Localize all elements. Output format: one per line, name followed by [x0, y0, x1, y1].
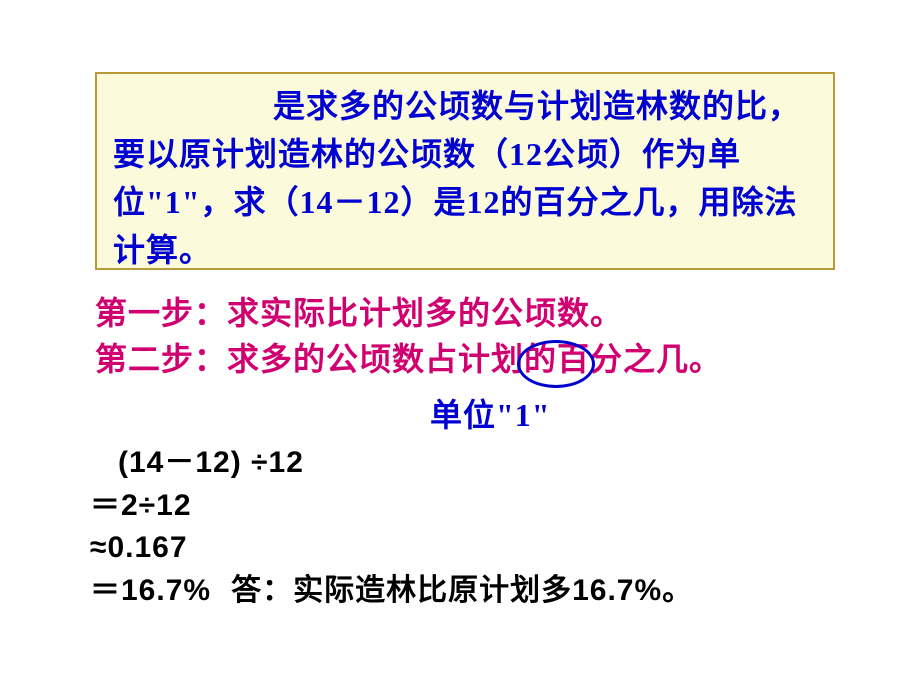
- unit-label: 单位"1": [430, 390, 551, 436]
- calc-result: ＝16.7%: [90, 574, 211, 607]
- calculation-block: (14－12) ÷12 ＝2÷12 ≈0.167 ＝16.7%答：实际造林比原计…: [90, 442, 693, 612]
- calc-answer: 答：实际造林比原计划多16.7%。: [211, 574, 693, 607]
- calc-line-4: ＝16.7%答：实际造林比原计划多16.7%。: [90, 570, 693, 613]
- calc-line-3: ≈0.167: [90, 527, 693, 570]
- calc-line-2: ＝2÷12: [90, 485, 693, 528]
- step-1: 第一步：求实际比计划多的公顷数。: [95, 290, 722, 336]
- step-2: 第二步：求多的公顷数占计划的百分之几。: [95, 336, 722, 382]
- explanation-content: 是求多的公顷数与计划造林数的比，要以原计划造林的公顷数（12公顷）作为单位"1"…: [113, 88, 801, 268]
- explanation-box: 是求多的公顷数与计划造林数的比，要以原计划造林的公顷数（12公顷）作为单位"1"…: [95, 72, 835, 270]
- calc-line-1: (14－12) ÷12: [90, 442, 693, 485]
- steps-block: 第一步：求实际比计划多的公顷数。 第二步：求多的公顷数占计划的百分之几。: [95, 290, 722, 383]
- explanation-text: 是求多的公顷数与计划造林数的比，要以原计划造林的公顷数（12公顷）作为单位"1"…: [113, 82, 817, 274]
